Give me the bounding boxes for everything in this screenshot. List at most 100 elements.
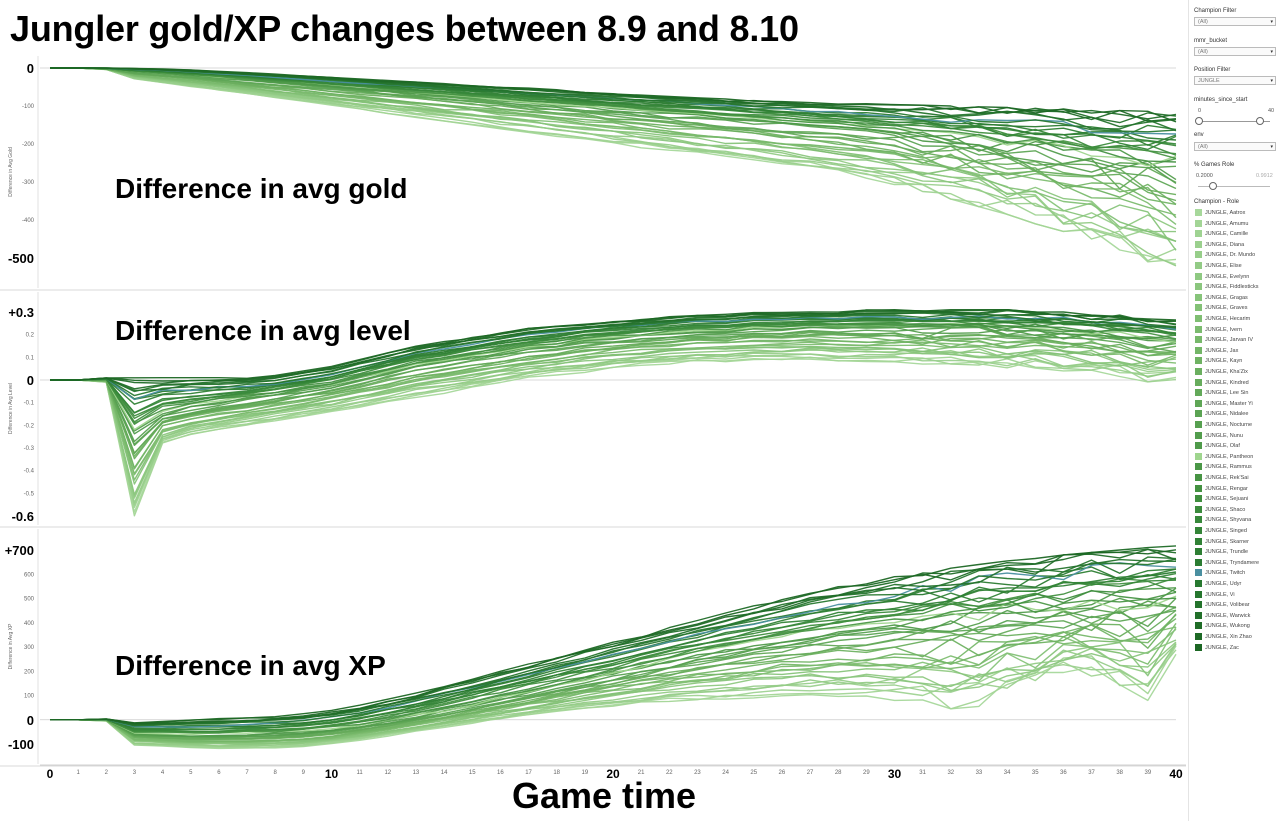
- legend-label: JUNGLE, Udyr: [1205, 580, 1242, 587]
- legend-item[interactable]: JUNGLE, Udyr: [1195, 580, 1241, 590]
- legend-label: JUNGLE, Olaf: [1205, 443, 1240, 450]
- legend-label: JUNGLE, Zac: [1205, 644, 1239, 651]
- panel-annotation: Difference in avg XP: [115, 650, 386, 681]
- x-tick-label: 34: [1004, 770, 1011, 776]
- legend-label: JUNGLE, Kayn: [1205, 358, 1243, 365]
- legend-swatch: [1195, 463, 1202, 471]
- legend-item[interactable]: JUNGLE, Tryndamere: [1195, 558, 1259, 569]
- legend-item[interactable]: JUNGLE, Rek'Sai: [1195, 474, 1249, 484]
- legend-swatch: [1195, 548, 1202, 556]
- legend-swatch: [1195, 209, 1202, 216]
- x-tick-label: 28: [835, 770, 842, 776]
- legend-item[interactable]: JUNGLE, Graves: [1195, 304, 1247, 314]
- legend-item[interactable]: JUNGLE, Jax: [1195, 346, 1238, 357]
- legend-item[interactable]: JUNGLE, Twitch: [1195, 569, 1245, 579]
- legend-item[interactable]: JUNGLE, Nocturne: [1195, 421, 1252, 431]
- legend-item[interactable]: JUNGLE, Lee Sin: [1195, 389, 1248, 399]
- env-filter-dropdown[interactable]: (All) ▾: [1194, 142, 1276, 151]
- legend-item[interactable]: JUNGLE, Vi: [1195, 590, 1235, 601]
- y-tick-label: -500: [8, 251, 34, 266]
- x-tick-label: 37: [1088, 770, 1095, 776]
- legend-item[interactable]: JUNGLE, Kindred: [1195, 378, 1249, 389]
- minutes-slider-min-handle[interactable]: [1195, 117, 1203, 125]
- legend-item[interactable]: JUNGLE, Nunu: [1195, 431, 1243, 442]
- legend-item[interactable]: JUNGLE, Hecarim: [1195, 315, 1250, 325]
- series-line: [50, 600, 1177, 738]
- minutes-slider-max-handle[interactable]: [1256, 117, 1264, 125]
- legend-item[interactable]: JUNGLE, Trundle: [1195, 548, 1248, 558]
- legend-item[interactable]: JUNGLE, Shaco: [1195, 505, 1246, 516]
- legend-label: JUNGLE, Aatrox: [1205, 209, 1246, 216]
- legend-item[interactable]: JUNGLE, Kha'Zix: [1195, 368, 1248, 378]
- legend-item[interactable]: JUNGLE, Diana: [1195, 240, 1244, 251]
- x-tick-label: 17: [525, 770, 532, 776]
- legend-item[interactable]: JUNGLE, Pantheon: [1195, 452, 1253, 463]
- y-tick-label: -0.2: [24, 423, 35, 429]
- y-tick-label: -400: [22, 218, 35, 224]
- series-line: [50, 587, 1177, 737]
- legend-label: JUNGLE, Nocturne: [1205, 421, 1253, 428]
- legend-item[interactable]: JUNGLE, Sejuani: [1195, 495, 1248, 505]
- y-tick-label: -0.5: [24, 491, 35, 497]
- y-tick-label: -0.4: [24, 469, 35, 475]
- champion-filter-label: Champion Filter: [1194, 8, 1237, 14]
- legend-swatch: [1195, 219, 1202, 227]
- legend-item[interactable]: JUNGLE, Xin Zhao: [1195, 633, 1252, 643]
- pct-slider-handle[interactable]: [1209, 182, 1217, 190]
- minutes-slider-max: 40: [1268, 108, 1275, 114]
- legend-item[interactable]: JUNGLE, Evelynn: [1195, 272, 1249, 283]
- series-line: [50, 613, 1177, 741]
- minutes-slider-track[interactable]: [1198, 121, 1270, 122]
- legend-item[interactable]: JUNGLE, Rengar: [1195, 484, 1248, 495]
- series-line: [50, 67, 1177, 190]
- panel-annotation: Difference in avg level: [115, 315, 411, 346]
- legend-label: JUNGLE, Volibear: [1205, 602, 1250, 609]
- panel-background: [0, 56, 1186, 288]
- x-tick-label: 12: [384, 770, 391, 776]
- x-tick-label: 18: [553, 770, 560, 776]
- legend-item[interactable]: JUNGLE, Zac: [1195, 643, 1239, 654]
- y-tick-label: 0: [27, 713, 34, 728]
- x-tick-label: 20: [606, 767, 620, 781]
- y-tick-label: 200: [24, 669, 35, 675]
- x-tick-label: 27: [807, 770, 814, 776]
- legend-item[interactable]: JUNGLE, Jarvan IV: [1195, 336, 1253, 346]
- x-tick-label: 26: [779, 770, 786, 776]
- legend-item[interactable]: JUNGLE, Volibear: [1195, 601, 1250, 611]
- legend-item[interactable]: JUNGLE, Skarner: [1195, 537, 1249, 548]
- x-tick-label: 33: [976, 770, 983, 776]
- legend-item[interactable]: JUNGLE, Singed: [1195, 527, 1247, 537]
- legend-swatch: [1195, 410, 1202, 418]
- legend-label: JUNGLE, Elise: [1205, 262, 1242, 269]
- position-filter-dropdown[interactable]: JUNGLE ▾: [1194, 76, 1276, 85]
- legend-item[interactable]: JUNGLE, Dr. Mundo: [1195, 251, 1255, 261]
- legend-item[interactable]: JUNGLE, Olaf: [1195, 442, 1240, 452]
- legend-item[interactable]: JUNGLE, Aatrox: [1195, 209, 1245, 219]
- legend-swatch: [1195, 580, 1202, 587]
- champion-filter-dropdown[interactable]: (All) ▾: [1194, 17, 1276, 26]
- legend-swatch: [1195, 474, 1202, 481]
- x-tick-label: 10: [325, 767, 339, 781]
- pct-slider-track[interactable]: [1198, 186, 1270, 187]
- legend-item[interactable]: JUNGLE, Camille: [1195, 230, 1248, 240]
- legend-item[interactable]: JUNGLE, Amumu: [1195, 219, 1248, 230]
- legend-item[interactable]: JUNGLE, Elise: [1195, 262, 1242, 272]
- legend-item[interactable]: JUNGLE, Shyvana: [1195, 516, 1251, 526]
- legend-item[interactable]: JUNGLE, Nidalee: [1195, 410, 1248, 420]
- legend-label: JUNGLE, Shaco: [1205, 506, 1246, 513]
- legend-item[interactable]: JUNGLE, Kayn: [1195, 357, 1242, 367]
- legend-item[interactable]: JUNGLE, Master Yi: [1195, 399, 1253, 410]
- legend-item[interactable]: JUNGLE, Wukong: [1195, 622, 1250, 632]
- legend-item[interactable]: JUNGLE, Rammus: [1195, 463, 1252, 473]
- legend-label: JUNGLE, Wukong: [1205, 623, 1250, 630]
- legend-item[interactable]: JUNGLE, Gragas: [1195, 293, 1248, 304]
- legend-item[interactable]: JUNGLE, Fiddlesticks: [1195, 283, 1259, 293]
- mmr-bucket-dropdown[interactable]: (All) ▾: [1194, 47, 1276, 56]
- legend-label: JUNGLE, Nidalee: [1205, 411, 1249, 418]
- legend-item[interactable]: JUNGLE, Ivern: [1195, 325, 1242, 336]
- y-tick-label: 600: [24, 572, 35, 578]
- legend-item[interactable]: JUNGLE, Warwick: [1195, 611, 1250, 622]
- series-line: [50, 335, 1177, 457]
- legend-label: JUNGLE, Rengar: [1205, 485, 1248, 492]
- legend-label: JUNGLE, Shyvana: [1205, 517, 1252, 524]
